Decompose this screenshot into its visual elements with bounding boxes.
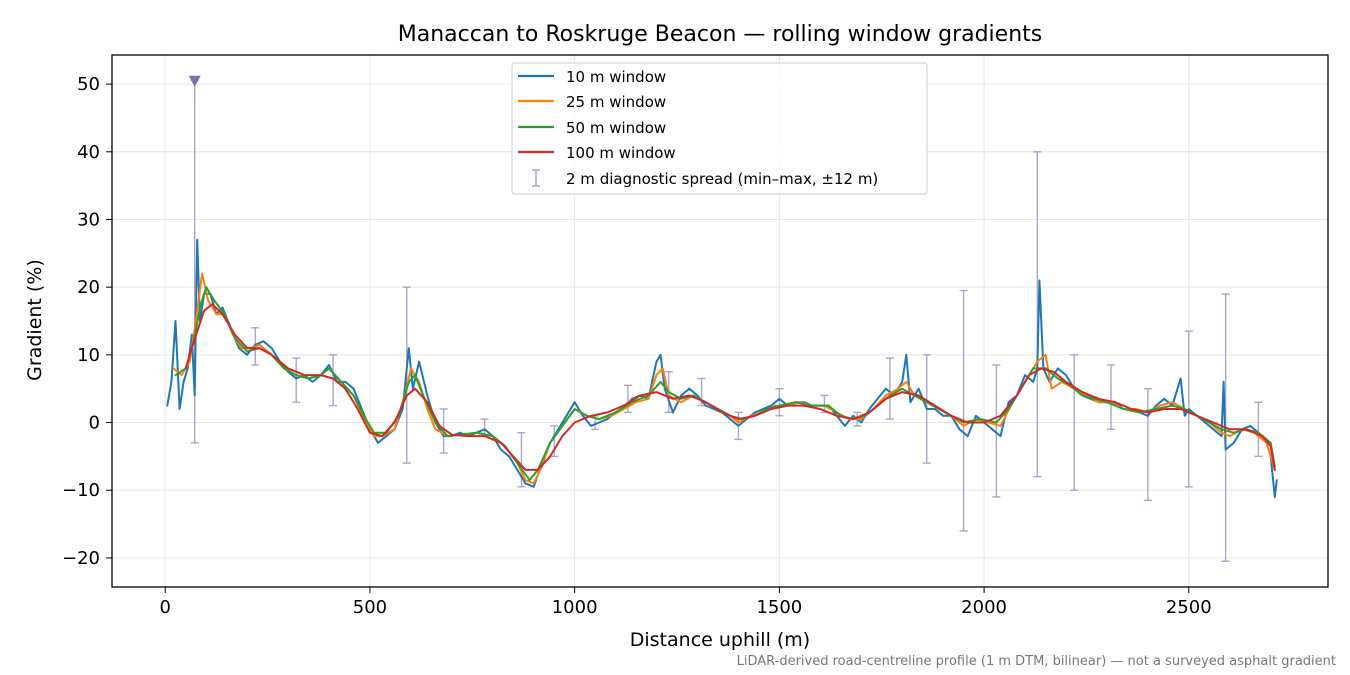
legend-label-spread: 2 m diagnostic spread (min–max, ±12 m)	[566, 170, 878, 188]
x-tick-label: 2000	[961, 597, 1007, 618]
spread-errorbar	[1033, 151, 1042, 478]
spread-errorbar	[1143, 387, 1152, 502]
y-axis-label: Gradient (%)	[24, 259, 46, 381]
clipped-spread-marker	[188, 75, 201, 87]
spread-errorbar	[1107, 364, 1116, 430]
series-line-s100	[184, 303, 1276, 471]
legend: 10 m window 25 m window 50 m window 100 …	[511, 62, 928, 195]
y-tick-label: −10	[62, 480, 100, 501]
x-tick-label: 2500	[1166, 597, 1212, 618]
legend-label-100m: 100 m window	[566, 144, 676, 162]
x-tick-label: 1500	[756, 597, 802, 618]
x-axis-label: Distance uphill (m)	[630, 629, 810, 651]
series-lines	[166, 238, 1278, 498]
y-tick-label: 30	[77, 209, 100, 230]
y-tick-label: 0	[89, 413, 100, 434]
spread-errorbar	[885, 357, 894, 420]
series-line-s50	[174, 286, 1276, 482]
spread-errorbar	[292, 357, 301, 403]
y-tick-label: 40	[77, 142, 100, 163]
legend-label-25m: 25 m window	[566, 93, 666, 111]
axis-ticks: 0 500 1000 1500 2000 2500 −20 −10 0 10 20 30 40 50	[62, 74, 1212, 618]
spread-errorbar	[1070, 354, 1079, 491]
spread-errorbar	[329, 354, 338, 407]
spread-errorbar	[1254, 401, 1263, 458]
legend-swatch-spread	[532, 169, 540, 187]
y-tick-label: 20	[77, 277, 100, 298]
spread-errorbar	[959, 289, 968, 532]
legend-box	[511, 62, 928, 195]
footnote: LiDAR-derived road-centreline profile (1…	[737, 654, 1336, 669]
y-tick-label: −20	[62, 548, 100, 569]
x-tick-label: 500	[353, 597, 387, 618]
spread-errorbar	[992, 364, 1001, 498]
spread-errorbar	[775, 387, 784, 417]
legend-label-10m: 10 m window	[566, 68, 666, 86]
spread-errorbars	[188, 75, 1263, 562]
y-tick-label: 10	[77, 345, 100, 366]
y-tick-label: 50	[77, 74, 100, 95]
x-tick-label: 0	[159, 597, 170, 618]
x-tick-label: 1000	[552, 597, 598, 618]
chart-title: Manaccan to Roskruge Beacon — rolling wi…	[398, 22, 1042, 47]
legend-label-50m: 50 m window	[566, 119, 666, 137]
plot-frame	[111, 54, 1329, 588]
